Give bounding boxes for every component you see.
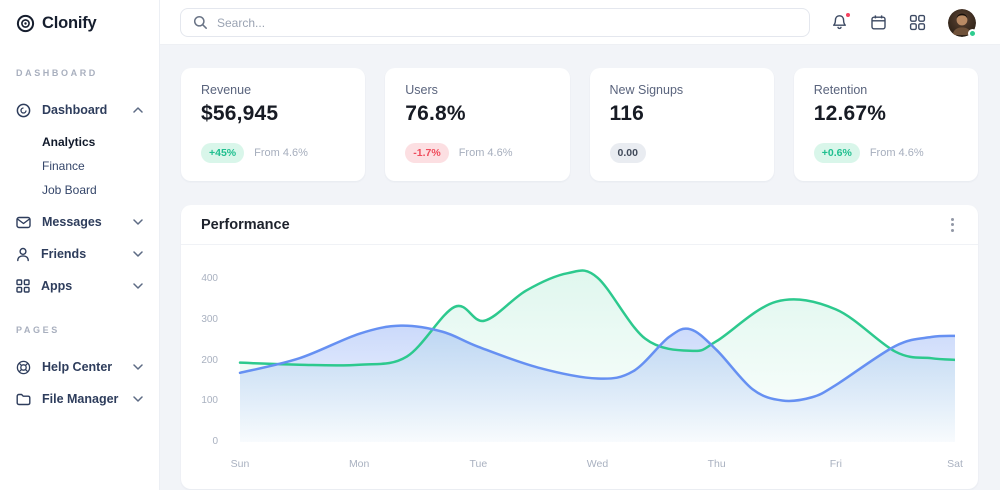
stat-cards: Revenue $56,945 +45% From 4.6% Users 76.… xyxy=(181,68,978,181)
user-avatar[interactable] xyxy=(948,8,977,38)
grid-icon xyxy=(16,279,30,293)
online-status-dot xyxy=(968,28,977,38)
apps-grid-icon[interactable] xyxy=(909,14,926,31)
stat-value: $56,945 xyxy=(201,102,279,125)
performance-chart: 0 100 200 300 400 Sun Mon Tue Wed Thu Fri Sat xyxy=(201,255,963,470)
sidebar-item-analytics[interactable]: Analytics xyxy=(42,135,96,149)
topbar xyxy=(160,0,1000,45)
dashboard-submenu: Analytics Finance Job Board xyxy=(0,130,159,202)
stat-label: Retention xyxy=(813,83,868,97)
x-tick-label: Tue xyxy=(469,458,488,470)
envelope-icon xyxy=(16,216,31,229)
stat-value: 76.8% xyxy=(405,102,466,125)
sidebar-item-finance[interactable]: Finance xyxy=(42,159,85,173)
section-label-dashboard: DASHBOARD xyxy=(16,68,98,78)
y-tick-label: 200 xyxy=(201,354,218,366)
chevron-down-icon[interactable] xyxy=(133,219,143,225)
chevron-down-icon[interactable] xyxy=(133,251,143,257)
chart-title: Performance xyxy=(201,216,290,233)
folder-icon xyxy=(16,393,31,406)
stat-card-revenue: Revenue $56,945 +45% From 4.6% xyxy=(181,68,366,181)
x-tick-label: Wed xyxy=(586,458,609,470)
sidebar-item-label: Apps xyxy=(41,279,73,293)
sidebar-item-file-manager[interactable]: File Manager xyxy=(0,387,159,411)
chevron-down-icon[interactable] xyxy=(133,283,143,289)
person-icon xyxy=(16,247,30,262)
sidebar-item-messages[interactable]: Messages xyxy=(0,210,159,234)
trend-badge: -1.7% xyxy=(405,143,449,163)
stat-label: Users xyxy=(405,83,438,97)
sidebar-item-help-center[interactable]: Help Center xyxy=(0,355,159,379)
sidebar-item-dashboard[interactable]: Dashboard xyxy=(0,98,159,122)
x-tick-label: Mon xyxy=(348,458,370,470)
clonify-logo-icon xyxy=(16,14,35,33)
sidebar-item-job-board[interactable]: Job Board xyxy=(42,183,97,197)
sidebar-item-label: Dashboard xyxy=(42,103,108,117)
stat-card-users: Users 76.8% -1.7% From 4.6% xyxy=(385,68,570,181)
sidebar: Clonify DASHBOARD Dashboard Analytics Fi… xyxy=(0,0,160,490)
app-title: Clonify xyxy=(42,14,97,32)
chevron-down-icon[interactable] xyxy=(133,364,143,370)
trend-badge: 0.00 xyxy=(609,143,646,163)
stat-label: Revenue xyxy=(201,83,252,97)
stat-value: 12.67% xyxy=(813,102,887,125)
lifebuoy-icon xyxy=(16,360,31,375)
stat-note: From 4.6% xyxy=(869,147,924,159)
x-tick-label: Sun xyxy=(230,458,250,470)
trend-badge: +0.6% xyxy=(813,143,860,163)
topbar-icons xyxy=(831,0,977,45)
stat-note: From 4.6% xyxy=(458,147,513,159)
chevron-down-icon[interactable] xyxy=(133,396,143,402)
dashboard-icon xyxy=(16,103,31,118)
stat-card-new-signups: New Signups 116 0.00 xyxy=(589,68,774,181)
search-input[interactable] xyxy=(217,15,797,30)
kebab-menu-icon[interactable] xyxy=(947,214,958,236)
chart-plot xyxy=(238,269,957,442)
stat-value: 116 xyxy=(609,102,644,125)
calendar-icon[interactable] xyxy=(870,14,887,31)
chevron-up-icon[interactable] xyxy=(133,107,143,113)
sidebar-item-label: Friends xyxy=(41,247,87,261)
y-tick-label: 300 xyxy=(201,313,218,325)
sidebar-item-friends[interactable]: Friends xyxy=(0,242,159,266)
stat-label: New Signups xyxy=(609,83,684,97)
notification-dot xyxy=(845,12,851,18)
y-tick-label: 100 xyxy=(201,395,218,407)
sidebar-nav: Dashboard Analytics Finance Job Board Me… xyxy=(0,98,159,298)
performance-card: Performance 0 100 200 300 400 Sun Mon Tue Wed Th… xyxy=(181,205,978,489)
sidebar-item-label: Help Center xyxy=(42,360,113,374)
sidebar-item-label: File Manager xyxy=(42,392,119,406)
bell-icon[interactable] xyxy=(831,12,851,31)
sidebar-item-label: Messages xyxy=(42,215,102,229)
sidebar-nav-pages: Help Center File Manager xyxy=(0,355,159,411)
sidebar-item-apps[interactable]: Apps xyxy=(0,274,159,298)
trend-badge: +45% xyxy=(201,143,245,163)
x-tick-label: Fri xyxy=(829,458,842,470)
search-icon xyxy=(193,15,208,30)
section-label-pages: PAGES xyxy=(16,325,60,335)
search-box[interactable] xyxy=(180,8,810,37)
stat-note: From 4.6% xyxy=(254,147,308,159)
y-tick-label: 0 xyxy=(212,436,218,447)
y-tick-label: 400 xyxy=(201,273,218,285)
x-tick-label: Sat xyxy=(947,458,963,470)
x-tick-label: Thu xyxy=(707,458,726,470)
stat-card-retention: Retention 12.67% +0.6% From 4.6% xyxy=(793,68,978,181)
app-logo[interactable]: Clonify xyxy=(0,0,159,34)
